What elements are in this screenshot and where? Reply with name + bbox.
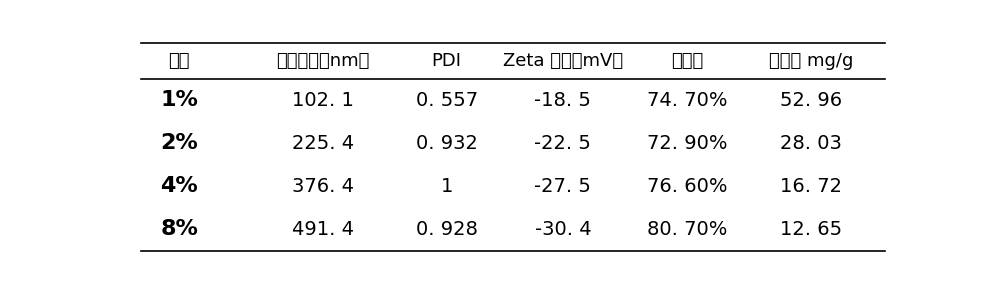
- Text: 76. 60%: 76. 60%: [647, 177, 727, 196]
- Text: 376. 4: 376. 4: [292, 177, 354, 196]
- Text: 74. 70%: 74. 70%: [647, 91, 727, 110]
- Text: -18. 5: -18. 5: [534, 91, 591, 110]
- Text: -30. 4: -30. 4: [535, 220, 591, 239]
- Text: -22. 5: -22. 5: [534, 134, 591, 153]
- Text: 包封率: 包封率: [671, 52, 703, 70]
- Text: 1: 1: [440, 177, 453, 196]
- Text: 491. 4: 491. 4: [292, 220, 354, 239]
- Text: 浓度: 浓度: [168, 52, 190, 70]
- Text: 0. 557: 0. 557: [416, 91, 478, 110]
- Text: 2%: 2%: [160, 133, 198, 153]
- Text: 0. 928: 0. 928: [416, 220, 478, 239]
- Text: 8%: 8%: [160, 220, 198, 239]
- Text: 102. 1: 102. 1: [292, 91, 354, 110]
- Text: 52. 96: 52. 96: [780, 91, 842, 110]
- Text: 72. 90%: 72. 90%: [647, 134, 727, 153]
- Text: 1%: 1%: [160, 90, 198, 110]
- Text: 平均粒径（nm）: 平均粒径（nm）: [276, 52, 369, 70]
- Text: PDI: PDI: [432, 52, 462, 70]
- Text: 28. 03: 28. 03: [780, 134, 842, 153]
- Text: 0. 932: 0. 932: [416, 134, 478, 153]
- Text: Zeta 电位（mV）: Zeta 电位（mV）: [503, 52, 623, 70]
- Text: 4%: 4%: [160, 177, 198, 196]
- Text: 16. 72: 16. 72: [780, 177, 842, 196]
- Text: 80. 70%: 80. 70%: [647, 220, 727, 239]
- Text: 装载量 mg/g: 装载量 mg/g: [769, 52, 853, 70]
- Text: 12. 65: 12. 65: [780, 220, 842, 239]
- Text: -27. 5: -27. 5: [534, 177, 591, 196]
- Text: 225. 4: 225. 4: [292, 134, 354, 153]
